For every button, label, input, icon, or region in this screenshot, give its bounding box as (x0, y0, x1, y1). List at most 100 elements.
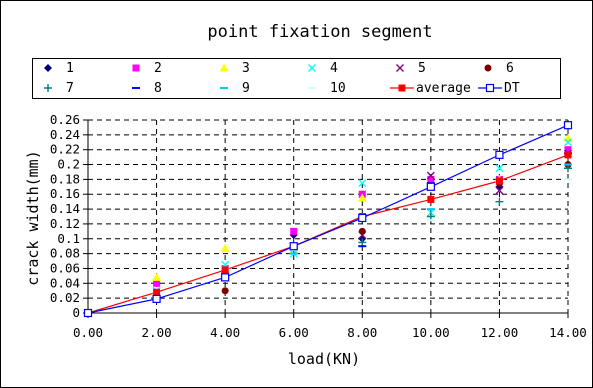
series-line-DT (87, 124, 569, 314)
x-tick-label: 4.00 (210, 325, 240, 340)
y-tick-label: 0.2 (57, 157, 80, 172)
chart-title: point fixation segment (207, 22, 432, 42)
point-7 (495, 197, 504, 206)
x-tick-labels: 0.00 2.00 4.00 6.00 8.00 10.00 12.00 14.00 (73, 325, 587, 340)
point-average (564, 151, 572, 159)
legend-label: 8 (154, 81, 162, 96)
legend-label: average (416, 81, 471, 96)
legend-label: 3 (242, 61, 250, 76)
y-tick-label: 0.24 (50, 127, 80, 142)
legend: 1 2 3 4 5 6 7 8 9 10 average DT (44, 61, 520, 96)
x-axis-label: load(KN) (288, 350, 360, 368)
grid-lines (88, 119, 569, 313)
legend-marker (485, 83, 495, 93)
y-tick-label: 0.04 (50, 275, 80, 290)
legend-label: 1 (66, 61, 74, 76)
axes (83, 119, 569, 318)
legend-entry-2: 2 (132, 61, 162, 76)
legend-marker (308, 64, 316, 72)
legend-entry-8: 8 (132, 81, 162, 96)
series-line-average (87, 154, 569, 314)
legend-entry-6: 6 (484, 61, 514, 76)
x-tick-label: 14.00 (549, 325, 587, 340)
legend-label: 7 (66, 81, 74, 96)
point-average (153, 288, 161, 296)
point-6 (358, 227, 366, 235)
point-DT (152, 294, 161, 303)
point-2 (564, 146, 572, 154)
point-7 (564, 164, 572, 173)
y-tick-label: 0.26 (50, 112, 80, 127)
y-tick-label: 0 (72, 305, 80, 320)
legend-label: 10 (330, 81, 346, 96)
legend-entry-1: 1 (44, 61, 74, 76)
y-tick-label: 0.1 (57, 231, 80, 246)
x-tick-label: 2.00 (142, 325, 172, 340)
point-average (221, 266, 229, 274)
x-tick-label: 12.00 (481, 325, 519, 340)
legend-label: 5 (418, 61, 426, 76)
point-DT (83, 308, 93, 318)
legend-entry-9: 9 (220, 81, 250, 96)
point-average (427, 195, 435, 203)
legend-marker (44, 64, 52, 72)
point-2 (427, 175, 435, 183)
y-tick-label: 0.12 (50, 216, 80, 231)
y-tick-label: 0.08 (50, 246, 80, 261)
point-2 (153, 279, 161, 287)
x-tick-label: 10.00 (412, 325, 450, 340)
legend-marker (484, 64, 492, 72)
point-4 (564, 138, 572, 147)
legend-label: 4 (330, 61, 338, 76)
legend-label: 9 (242, 81, 250, 96)
x-tick-label: 8.00 (347, 325, 377, 340)
point-DT (221, 273, 230, 282)
point-DT (563, 121, 573, 130)
point-DT (495, 150, 504, 159)
legend-entry-DT: DT (478, 81, 520, 96)
y-tick-label: 0.22 (50, 142, 80, 157)
x-tick-label: 6.00 (279, 325, 309, 340)
legend-entry-4: 4 (308, 61, 338, 76)
legend-marker (132, 64, 140, 72)
point-2 (290, 227, 298, 235)
legend-marker (44, 84, 52, 92)
point-average (495, 177, 503, 185)
y-tick-label: 0.16 (50, 186, 80, 201)
point-DT (289, 242, 298, 251)
point-4 (495, 164, 504, 173)
legend-entry-5: 5 (396, 61, 426, 76)
series-lines (87, 124, 569, 314)
legend-label: 2 (154, 61, 162, 76)
point-3 (152, 272, 162, 281)
point-3 (357, 193, 367, 202)
legend-marker (398, 84, 406, 92)
legend-box (32, 58, 561, 99)
y-tick-label: 0.18 (50, 171, 80, 186)
y-tick-label: 0.06 (50, 260, 80, 275)
legend-marker (219, 63, 229, 72)
point-DT (358, 213, 367, 223)
legend-entry-10: 10 (308, 81, 346, 96)
y-tick-labels: 00.020.040.060.080.10.120.140.160.180.20… (50, 112, 80, 320)
legend-entry-7: 7 (44, 81, 74, 96)
series-points (83, 121, 573, 318)
y-tick-label: 0.02 (50, 290, 80, 305)
y-axis-label: crack width(mm) (24, 150, 42, 285)
legend-label: 6 (506, 61, 514, 76)
legend-marker (396, 64, 404, 72)
point-7 (358, 238, 367, 247)
point-5 (495, 186, 504, 195)
y-tick-label: 0.14 (50, 201, 80, 216)
point-DT (426, 182, 435, 191)
point-5 (426, 171, 435, 180)
legend-entry-3: 3 (219, 61, 250, 76)
x-tick-label: 0.00 (73, 325, 103, 340)
point-4 (358, 179, 367, 188)
legend-entry-average: average (390, 81, 471, 96)
legend-label: DT (504, 81, 520, 96)
point-3 (220, 243, 230, 252)
point-7 (426, 212, 435, 221)
point-6 (221, 287, 229, 295)
